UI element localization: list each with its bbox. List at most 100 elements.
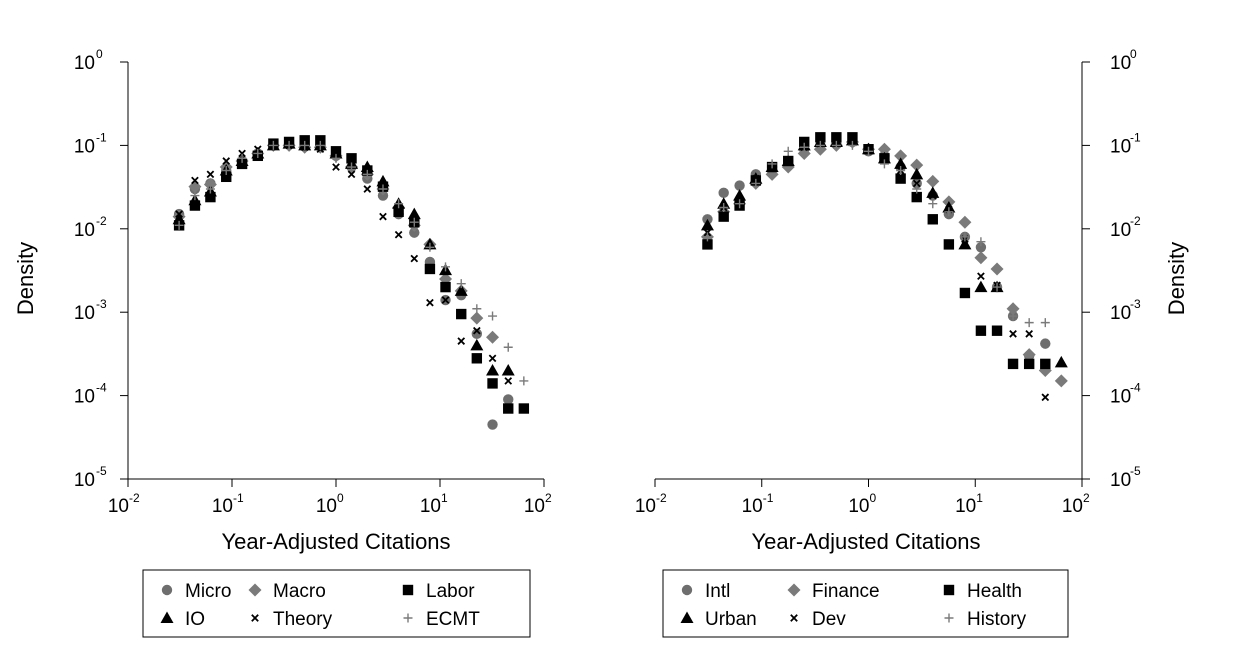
x-tick-exponent: 2: [545, 491, 552, 505]
legend-item: Urban: [680, 609, 757, 630]
data-point-intl: [718, 187, 729, 199]
data-point-finance: [877, 142, 891, 156]
legend-label: Health: [967, 581, 1022, 602]
data-point-micro: [409, 227, 420, 238]
data-point-macro: [203, 177, 217, 191]
series-theory: [175, 141, 513, 385]
x-tick-label: 10: [316, 496, 337, 517]
data-point-urban: [958, 237, 972, 250]
data-point-ecmt: [488, 311, 498, 321]
y-tick-base: 10: [74, 136, 95, 157]
data-point-ecmt: [300, 140, 310, 150]
data-point-ecmt: [268, 140, 278, 150]
data-point-history: [847, 140, 857, 150]
data-point-history: [1024, 318, 1034, 328]
data-point-history: [960, 232, 970, 242]
x-tick-base: 10: [316, 496, 337, 517]
left-panel: 10 -2 10 -1 10 0 10 1 10 210 010 -110 -210 -310 -410 -5…: [13, 47, 552, 638]
data-point-theory: [488, 354, 497, 363]
legend-item: Theory: [251, 609, 333, 630]
data-point-health: [943, 239, 955, 250]
legend: Intl Finance Health Urban Dev History: [662, 569, 1069, 638]
data-point-ecmt: [174, 220, 184, 230]
data-point-ecmt: [347, 162, 357, 172]
series-ecmt: [174, 140, 529, 386]
data-point-history: [799, 142, 809, 152]
data-point-health: [702, 239, 713, 250]
data-point-labor: [205, 191, 216, 203]
data-point-micro: [471, 328, 483, 340]
data-point-ecmt: [425, 242, 435, 252]
data-point-micro: [377, 190, 389, 201]
data-point-macro: [486, 330, 500, 344]
y-tick-exponent: -1: [96, 130, 107, 144]
data-points: [700, 132, 1068, 402]
legend-label: Labor: [426, 581, 475, 602]
data-point-history: [879, 159, 889, 169]
data-point-theory: [426, 298, 434, 307]
x-tick-label: 10: [1062, 496, 1083, 517]
data-point-theory: [379, 212, 387, 221]
y-tick-base: 10: [74, 470, 95, 491]
legend-item: Intl: [681, 581, 730, 602]
legend-item: Macro: [248, 581, 326, 602]
x-axis: 10 -2 10 -1 10 0 10 1 10 2: [108, 478, 552, 517]
x-tick-base: 10: [955, 496, 976, 517]
data-point-ecmt: [409, 217, 419, 227]
data-point-history: [719, 203, 729, 213]
y-tick-exponent: -5: [96, 464, 107, 478]
data-point-urban: [700, 218, 714, 231]
data-point-theory: [191, 176, 199, 185]
data-point-intl: [975, 242, 987, 253]
data-point-labor: [456, 308, 467, 320]
data-point-urban: [845, 133, 859, 146]
data-point-dev: [1009, 330, 1017, 338]
x-tick-exponent: 1: [441, 491, 448, 505]
data-point-ecmt: [441, 262, 451, 272]
x-tick-base: 10: [212, 496, 233, 517]
data-point-history: [976, 237, 986, 247]
data-point-io: [376, 174, 390, 187]
data-point-health: [1007, 358, 1019, 370]
legend-marker-urban: [680, 611, 694, 623]
data-point-theory: [472, 326, 481, 335]
data-point-finance: [958, 215, 972, 229]
data-point-theory: [238, 149, 246, 158]
data-point-urban: [717, 197, 731, 209]
data-point-health: [959, 287, 971, 299]
data-point-theory: [206, 170, 215, 179]
data-point-ecmt: [362, 169, 372, 179]
data-point-urban: [910, 167, 924, 180]
legend-item: Labor: [402, 581, 475, 602]
data-point-theory: [175, 210, 183, 218]
data-point-theory: [347, 170, 356, 179]
legend-label: Finance: [812, 581, 880, 602]
y-tick-base: 10: [1110, 303, 1131, 324]
x-tick-exponent: 1: [976, 491, 983, 505]
data-points: [172, 135, 530, 430]
y-tick-exponent: -5: [1130, 464, 1141, 478]
data-point-health: [991, 325, 1003, 336]
y-tick-base: 10: [74, 53, 95, 74]
data-point-finance: [926, 174, 940, 188]
x-tick-base: 10: [524, 496, 545, 517]
data-point-urban: [894, 157, 908, 169]
data-point-labor: [487, 378, 498, 389]
data-point-ecmt: [253, 148, 263, 158]
legend-box: [142, 569, 531, 638]
data-point-finance: [1006, 302, 1020, 316]
data-point-macro: [470, 311, 484, 325]
y-tick-base: 10: [1110, 220, 1131, 241]
data-point-labor: [189, 200, 201, 211]
legend-marker-ecmt: [403, 613, 413, 623]
data-point-dev: [751, 174, 760, 183]
data-point-dev: [784, 157, 793, 165]
x-tick-base: 10: [635, 496, 656, 517]
legend: Micro Macro Labor IO Theory ECMT: [142, 569, 531, 638]
data-point-history: [944, 207, 954, 217]
y-tick-base: 10: [74, 220, 95, 241]
legend-item: History: [944, 609, 1027, 630]
y-tick-exponent: 0: [1130, 47, 1137, 61]
